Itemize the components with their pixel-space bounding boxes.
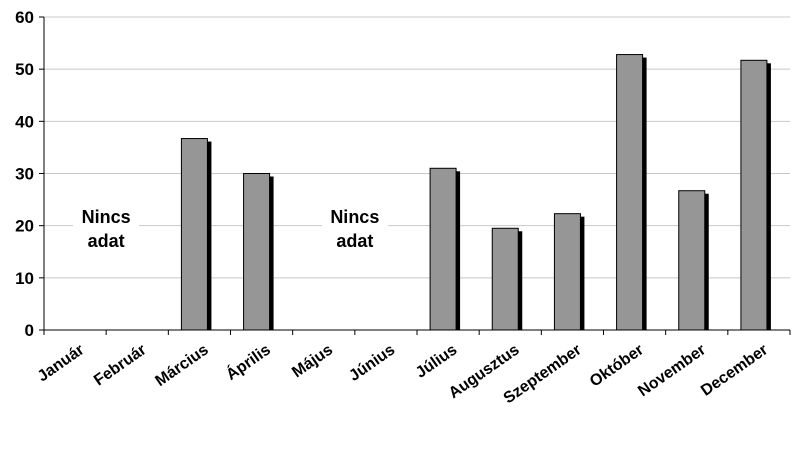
bar (678, 190, 706, 331)
x-tick-label: November (635, 341, 709, 400)
y-tick-label: 0 (25, 321, 34, 340)
x-tick-label: Március (152, 341, 211, 390)
no-data-annotation-2: Nincs adat (321, 205, 388, 253)
bar (429, 167, 457, 331)
axes (39, 16, 791, 335)
bar (180, 138, 208, 331)
x-tick-label: Május (289, 341, 336, 381)
x-tick-labels: Január Február Március Április Május Június Jú… (35, 340, 772, 408)
bar (491, 227, 519, 331)
y-tick-label: 20 (15, 217, 34, 236)
x-tick-label: Július (413, 341, 461, 382)
bar (243, 173, 271, 331)
gridlines (44, 16, 790, 279)
y-tick-label: 30 (15, 165, 34, 184)
bars (180, 54, 771, 331)
y-tick-label: 40 (15, 112, 34, 131)
x-tick-label: December (698, 341, 771, 399)
bar (553, 213, 581, 331)
x-tick-label: Január (35, 341, 88, 385)
bar (616, 54, 644, 331)
bar (740, 59, 768, 331)
x-tick-label: Június (346, 341, 398, 385)
y-tick-label: 10 (15, 269, 34, 288)
no-data-annotation-1: Nincs adat (73, 205, 140, 253)
y-tick-labels: 0 10 20 30 40 50 60 (15, 8, 34, 340)
x-tick-label: Február (91, 341, 150, 389)
y-tick-label: 50 (15, 60, 34, 79)
x-tick-label: Október (587, 341, 647, 390)
y-tick-label: 60 (15, 8, 34, 27)
x-tick-label: Április (222, 340, 274, 384)
